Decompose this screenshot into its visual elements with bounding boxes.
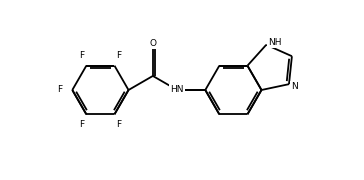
Text: HN: HN [170, 86, 184, 94]
Text: F: F [79, 51, 84, 60]
Text: F: F [79, 120, 84, 129]
Text: F: F [116, 120, 122, 129]
Text: NH: NH [269, 38, 282, 47]
Text: F: F [57, 86, 62, 94]
Text: N: N [291, 82, 298, 91]
Text: O: O [149, 39, 157, 48]
Text: F: F [116, 51, 122, 60]
